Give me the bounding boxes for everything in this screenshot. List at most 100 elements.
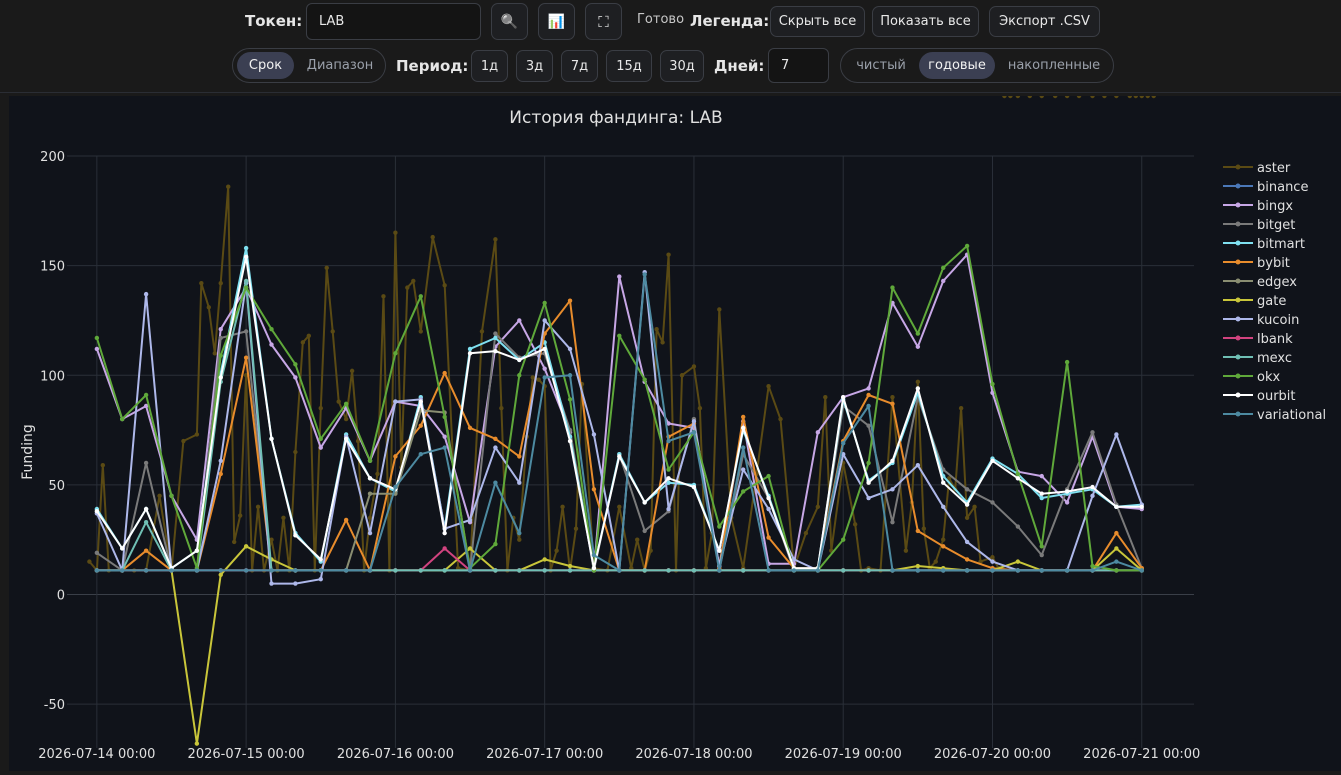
view-net-option[interactable]: чистый (856, 58, 906, 73)
export-csv-button[interactable]: Экспорт .CSV (989, 6, 1100, 37)
data-point (691, 484, 697, 490)
data-point (218, 353, 223, 358)
legend-label: bitmart (1257, 237, 1305, 252)
data-point (1145, 93, 1150, 99)
data-point (143, 291, 149, 297)
data-point (1064, 359, 1070, 365)
legend-item-aster[interactable]: aster (1223, 161, 1291, 176)
toolbar: Токен: LAB 🔍 📊 ⛶ Готово Легенда: Скрыть … (0, 0, 1341, 93)
legend-marker (1235, 221, 1241, 227)
data-point (405, 285, 410, 290)
data-point (169, 493, 174, 499)
legend-item-edgex[interactable]: edgex (1223, 275, 1297, 290)
series-mexc[interactable] (94, 278, 1144, 573)
mode-term-option[interactable]: Срок (237, 52, 294, 79)
data-point (94, 346, 100, 352)
legend-item-bitmart[interactable]: bitmart (1223, 237, 1305, 252)
data-point (199, 280, 204, 286)
data-point (218, 471, 223, 477)
period-7d-button[interactable]: 7д (561, 50, 598, 82)
period-1d-button[interactable]: 1д (471, 50, 508, 82)
data-point (1090, 568, 1095, 573)
data-point (766, 473, 771, 479)
data-point (990, 559, 995, 564)
legend-label: bybit (1257, 256, 1290, 271)
view-annual-option[interactable]: годовые (919, 52, 995, 79)
view-cumulative-option[interactable]: накопленные (1007, 58, 1101, 73)
data-point (933, 559, 938, 564)
data-point (964, 502, 970, 507)
data-point (617, 568, 622, 573)
period-15d-button[interactable]: 15д (606, 50, 652, 82)
data-point (915, 563, 921, 569)
data-point (1002, 93, 1007, 99)
data-point (941, 537, 946, 542)
data-point (791, 568, 797, 573)
legend-item-kucoin[interactable]: kucoin (1223, 313, 1299, 328)
data-point (1039, 495, 1044, 501)
data-point (393, 230, 398, 235)
series-gate[interactable] (94, 544, 1144, 746)
data-point (517, 454, 522, 459)
data-point (741, 568, 746, 573)
data-point (218, 568, 223, 573)
y-tick-label: 0 (57, 589, 65, 604)
data-point (766, 506, 771, 512)
data-point (143, 506, 149, 512)
legend-item-okx[interactable]: okx (1223, 370, 1280, 385)
data-point (915, 379, 921, 385)
data-point (591, 566, 597, 571)
legend-item-ourbit[interactable]: ourbit (1223, 389, 1296, 404)
data-point (1090, 484, 1095, 490)
data-point (367, 568, 373, 573)
legend-item-bitget[interactable]: bitget (1223, 218, 1295, 233)
data-point (120, 546, 125, 551)
legend-item-mexc[interactable]: mexc (1223, 351, 1292, 366)
data-point (866, 460, 871, 466)
legend-item-bingx[interactable]: bingx (1223, 199, 1293, 214)
data-point (269, 568, 274, 573)
hide-all-button[interactable]: Скрыть все (770, 6, 865, 37)
data-point (666, 421, 671, 426)
token-input[interactable]: LAB (306, 3, 481, 40)
data-point (766, 535, 771, 540)
series-ourbit[interactable] (94, 254, 1144, 571)
legend-item-bybit[interactable]: bybit (1223, 256, 1290, 271)
legend-item-gate[interactable]: gate (1223, 294, 1286, 309)
series-okx[interactable] (94, 243, 1144, 573)
data-point (418, 451, 423, 457)
legend-item-lbank[interactable]: lbank (1223, 332, 1293, 347)
mode-range-option[interactable]: Диапазон (306, 58, 374, 73)
period-30d-button[interactable]: 30д (660, 50, 704, 82)
series-variational[interactable] (94, 272, 1144, 573)
data-point (915, 462, 921, 468)
days-input[interactable]: 7 (768, 48, 829, 83)
data-point (517, 480, 522, 485)
data-point (642, 528, 647, 534)
data-point (218, 458, 223, 463)
data-point (194, 741, 200, 746)
search-button[interactable]: 🔍 (491, 3, 528, 40)
data-point (343, 401, 349, 406)
data-point (890, 401, 895, 406)
show-all-button[interactable]: Показать все (872, 6, 979, 37)
data-point (1076, 93, 1082, 99)
data-point (143, 392, 149, 398)
period-3d-button[interactable]: 3д (516, 50, 553, 82)
data-point (442, 546, 447, 551)
funding-chart[interactable]: История фандинга: LAB Funding 2026-07-14… (9, 93, 1341, 771)
chart-button[interactable]: 📊 (538, 3, 575, 40)
data-point (367, 491, 373, 496)
legend-item-binance[interactable]: binance (1223, 180, 1308, 195)
fullscreen-button[interactable]: ⛶ (585, 3, 622, 40)
data-point (717, 548, 722, 553)
legend-label: Легенда: (690, 12, 770, 30)
legend-item-variational[interactable]: variational (1223, 408, 1326, 423)
data-point (194, 432, 200, 437)
data-point (1015, 471, 1021, 477)
data-point (717, 307, 722, 312)
data-point (629, 566, 634, 571)
data-point (866, 386, 871, 391)
series-aster[interactable] (87, 93, 1156, 573)
data-point (841, 394, 846, 400)
